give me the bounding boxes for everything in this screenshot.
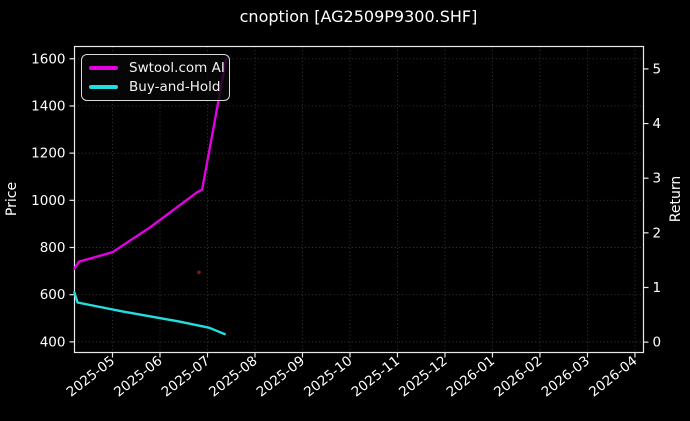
x-tick-label: 2025-12: [396, 353, 450, 400]
y-right-tick-label: 0: [653, 335, 662, 351]
y-right-tick-label: 3: [653, 171, 662, 187]
x-tick-label: 2026-04: [586, 353, 640, 400]
y-left-tick-label: 1000: [31, 193, 65, 209]
gridlines: [74, 46, 644, 353]
plot-border: [73, 45, 645, 354]
x-tick-label: 2025-05: [64, 353, 118, 400]
legend-box: Swtool.com AI Buy-and-Hold: [81, 54, 230, 101]
y-right-tick-label: 2: [653, 225, 662, 241]
legend-label-ai: Swtool.com AI: [129, 60, 225, 76]
x-tick-label: 2026-03: [539, 353, 593, 400]
y-left-tick-label: 400: [40, 334, 66, 350]
data-series: [73, 57, 228, 336]
y-axis-label-return: Return: [668, 175, 684, 223]
y-left-tick-label: 600: [40, 287, 66, 303]
chart-title: cnoption [AG2509P9300.SHF]: [239, 7, 478, 26]
series-line-swtool-com-ai: [73, 57, 228, 270]
y-right-tick-label: 4: [653, 116, 662, 132]
x-tick-label: 2025-08: [206, 353, 260, 400]
y-right-tick-label: 5: [653, 61, 662, 77]
x-tick-label: 2025-09: [254, 353, 308, 400]
y-left-tick-label: 800: [40, 240, 66, 256]
y-left-tick-label: 1600: [31, 51, 65, 67]
legend-item-buyhold: Buy-and-Hold: [89, 79, 221, 95]
y-right-tick-label: 1: [653, 280, 662, 296]
y-left-tick-label: 1200: [31, 146, 65, 162]
legend-swatch-magenta-line: [89, 66, 118, 70]
trade-marker-dot: [197, 270, 201, 275]
y-left-tick-label: 1400: [31, 98, 65, 114]
series-line-buy-and-hold: [73, 291, 226, 336]
legend-swatch-cyan-line: [89, 85, 118, 89]
x-tick-label: 2025-10: [301, 353, 355, 400]
x-tick-label: 2025-11: [349, 353, 403, 400]
y-axis-label-price: Price: [4, 181, 20, 217]
x-tick-label: 2026-01: [444, 353, 498, 400]
x-tick-label: 2026-02: [491, 353, 545, 400]
legend-item-ai: Swtool.com AI: [89, 60, 225, 76]
x-tick-label: 2025-07: [159, 353, 213, 400]
legend-label-buyhold: Buy-and-Hold: [129, 79, 221, 95]
x-tick-label: 2025-06: [111, 353, 165, 400]
